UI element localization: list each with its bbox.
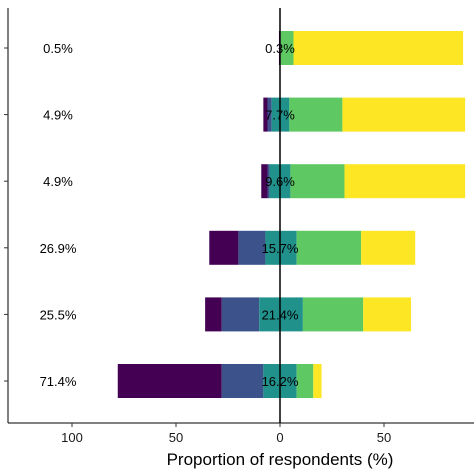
- left-percent-label: 0.5%: [43, 41, 73, 56]
- bar-segment: [302, 297, 364, 332]
- bar-segment: [259, 297, 303, 332]
- bar-segment: [221, 364, 264, 398]
- bar-segment: [290, 164, 345, 199]
- bar-segment: [267, 97, 272, 132]
- bar-segment: [209, 230, 239, 265]
- left-percent-label: 26.9%: [40, 241, 77, 256]
- x-tick-label: 0: [276, 430, 283, 445]
- x-ticks-group: 100 50 0 50: [61, 423, 391, 445]
- bar-segment: [205, 297, 222, 332]
- bar-segment: [296, 230, 362, 265]
- bar-segment: [289, 97, 343, 132]
- bar-segment: [280, 31, 294, 65]
- mid-labels-group: 0.3%7.7%9.6%15.7%21.4%16.2%: [262, 41, 299, 389]
- bar-segment: [342, 97, 466, 132]
- bar-segment: [265, 230, 297, 265]
- left-percent-label: 4.9%: [43, 174, 73, 189]
- left-labels-group: 0.5% 4.9% 4.9% 26.9% 25.5% 71.4%: [40, 41, 77, 389]
- x-tick-label: 100: [61, 430, 83, 445]
- bar-segment: [296, 364, 314, 398]
- bar-segment: [313, 364, 322, 398]
- left-percent-label: 25.5%: [40, 307, 77, 322]
- bar-segment: [293, 31, 464, 65]
- bar-segment: [267, 164, 270, 199]
- left-percent-label: 71.4%: [40, 374, 77, 389]
- bar-segment: [363, 297, 412, 332]
- bar-segment: [263, 97, 268, 132]
- x-axis-title: Proportion of respondents (%): [167, 450, 394, 469]
- bar-segment: [221, 297, 260, 332]
- bar-segment: [238, 230, 266, 265]
- bar-segment: [261, 164, 268, 199]
- bar-segment: [344, 164, 466, 199]
- left-percent-label: 4.9%: [43, 108, 73, 123]
- y-ticks-group: [4, 47, 8, 382]
- x-tick-label: 50: [377, 430, 391, 445]
- x-tick-label: 50: [169, 430, 183, 445]
- bar-segment: [361, 230, 416, 265]
- bars-group: [117, 31, 466, 398]
- bar-segment: [117, 364, 222, 398]
